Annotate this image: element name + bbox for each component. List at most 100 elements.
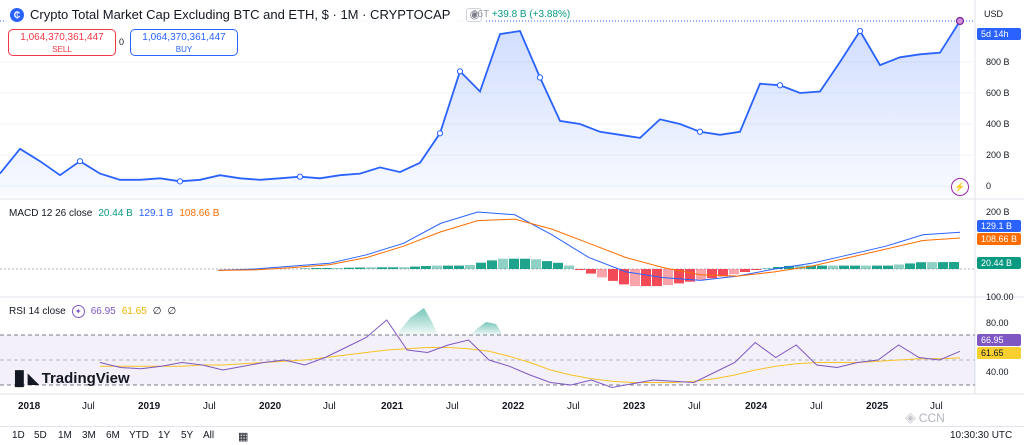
macd-hist-bar bbox=[927, 262, 937, 269]
sell-button[interactable]: 1,064,370,361,447 SELL bbox=[8, 29, 116, 56]
time-axis-label: Jul bbox=[82, 401, 95, 412]
rsi-extra-1: ∅ bbox=[152, 306, 162, 317]
macd-hist-bar bbox=[850, 265, 860, 269]
macd-hist-bar bbox=[652, 269, 662, 287]
macd-hist-bar bbox=[861, 265, 871, 269]
macd-legend[interactable]: MACD 12 26 close 20.44 B 129.1 B 108.66 … bbox=[6, 208, 223, 219]
change-clip: 06T bbox=[472, 9, 490, 20]
bar-countdown: 5d 14h bbox=[977, 28, 1021, 40]
range-button-6m[interactable]: 6M bbox=[106, 430, 120, 441]
rsi-axis-tag: 66.95 bbox=[977, 334, 1021, 346]
range-button-1d[interactable]: 1D bbox=[12, 430, 25, 441]
time-axis-label: Jul bbox=[323, 401, 336, 412]
time-axis-label: 2022 bbox=[502, 401, 525, 412]
time-axis-label: 2023 bbox=[623, 401, 646, 412]
macd-line[interactable] bbox=[217, 211, 961, 281]
macd-hist-bar bbox=[597, 269, 607, 278]
macd-axis-label: 200 B bbox=[986, 207, 1010, 217]
watermark-text: CCN bbox=[918, 410, 945, 425]
macd-hist-bar bbox=[586, 269, 596, 274]
macd-hist-bar bbox=[476, 262, 486, 269]
macd-hist-bar bbox=[949, 262, 959, 269]
macd-hist-bar bbox=[839, 265, 849, 269]
tradingview-logo[interactable]: ▐▌◣ TradingView bbox=[10, 370, 130, 387]
time-axis-label: 2019 bbox=[138, 401, 161, 412]
macd-hist-bar bbox=[311, 268, 321, 269]
rsi-ma-line[interactable] bbox=[100, 347, 961, 383]
macd-hist-bar bbox=[674, 269, 684, 284]
clock[interactable]: 10:30:30 UTC bbox=[950, 430, 1013, 441]
macd-signal-line[interactable] bbox=[217, 218, 961, 277]
price-marker bbox=[456, 68, 464, 75]
macd-hist-bar bbox=[905, 263, 915, 269]
macd-hist-bar bbox=[344, 267, 354, 269]
macd-hist-bar bbox=[707, 269, 717, 279]
range-button-5d[interactable]: 5D bbox=[34, 430, 47, 441]
time-axis-label: 2024 bbox=[745, 401, 768, 412]
time-axis-label: 2025 bbox=[866, 401, 889, 412]
macd-hist-bar bbox=[883, 265, 893, 269]
buy-button[interactable]: 1,064,370,361,447 BUY bbox=[130, 29, 238, 56]
tradingview-logo-text: TradingView bbox=[41, 370, 130, 387]
rsi-axis-label: 80.00 bbox=[986, 318, 1009, 328]
macd-legend-name: MACD 12 26 close bbox=[9, 208, 93, 219]
macd-hist-bar bbox=[938, 262, 948, 269]
currency-selector[interactable]: USD bbox=[984, 9, 1004, 19]
price-change: 06T +39.8 B (+3.88%) bbox=[472, 9, 570, 20]
eye-icon[interactable]: ◉ bbox=[466, 7, 483, 22]
macd-hist-bar bbox=[454, 265, 464, 269]
rsi-legend[interactable]: RSI 14 close ✦ 66.95 61.65 ∅ ∅ bbox=[6, 305, 180, 318]
macd-hist-bar bbox=[443, 265, 453, 269]
crypto-coin-icon: ₵ bbox=[10, 7, 24, 22]
time-axis-label: 2020 bbox=[259, 401, 282, 412]
price-axis-label: 400 B bbox=[986, 119, 1010, 129]
macd-hist-bar bbox=[740, 269, 750, 272]
macd-hist-bar bbox=[619, 269, 629, 285]
macd-hist-axis-tag: 20.44 B bbox=[977, 257, 1021, 269]
time-axis-label: 2018 bbox=[18, 401, 41, 412]
price-marker bbox=[776, 82, 784, 89]
macd-hist-bar bbox=[685, 269, 695, 282]
macd-hist-value: 20.44 B bbox=[98, 208, 133, 219]
price-marker bbox=[436, 130, 444, 137]
range-button-all[interactable]: All bbox=[203, 430, 215, 441]
macd-hist-bar bbox=[366, 267, 376, 269]
calendar-icon[interactable]: ▦ bbox=[238, 431, 249, 443]
rsi-line[interactable] bbox=[99, 319, 961, 389]
price-axis-label: 200 B bbox=[986, 150, 1010, 160]
macd-hist-bar bbox=[784, 265, 794, 269]
time-axis-label: Jul bbox=[446, 401, 459, 412]
macd-hist-bar bbox=[421, 266, 431, 269]
macd-hist-bar bbox=[806, 265, 816, 269]
macd-hist-bar bbox=[641, 269, 651, 287]
symbol-legend[interactable]: ₵ Crypto Total Market Cap Excluding BTC … bbox=[6, 6, 487, 23]
range-button-3m[interactable]: 3M bbox=[82, 430, 96, 441]
macd-signal-value: 108.66 B bbox=[179, 208, 220, 219]
price-marker bbox=[76, 158, 84, 165]
range-button-5y[interactable]: 5Y bbox=[181, 430, 194, 441]
price-marker bbox=[696, 128, 704, 135]
range-button-1y[interactable]: 1Y bbox=[158, 430, 171, 441]
time-axis-label: 2021 bbox=[381, 401, 404, 412]
macd-hist-bar bbox=[663, 269, 673, 286]
settings-icon[interactable]: ✦ bbox=[71, 305, 85, 318]
macd-hist-bar bbox=[322, 268, 332, 269]
symbol-title[interactable]: Crypto Total Market Cap Excluding BTC an… bbox=[30, 7, 451, 22]
range-button-1m[interactable]: 1M bbox=[58, 430, 72, 441]
macd-hist-bar bbox=[509, 258, 519, 269]
rsi-legend-name: RSI 14 close bbox=[9, 306, 66, 317]
spread-value: 0 bbox=[119, 37, 125, 47]
sell-price: 1,064,370,361,447 bbox=[20, 32, 104, 43]
time-axis-label: Jul bbox=[567, 401, 580, 412]
time-axis-label: Jul bbox=[688, 401, 701, 412]
range-button-ytd[interactable]: YTD bbox=[129, 430, 149, 441]
alert-icon[interactable]: ⚡ bbox=[951, 178, 969, 196]
last-price-marker[interactable] bbox=[955, 16, 965, 26]
macd-hist-bar bbox=[465, 265, 475, 269]
macd-hist-bar bbox=[520, 258, 530, 269]
price-line[interactable] bbox=[0, 20, 961, 183]
macd-hist-bar bbox=[795, 265, 805, 269]
price-marker bbox=[536, 74, 544, 81]
